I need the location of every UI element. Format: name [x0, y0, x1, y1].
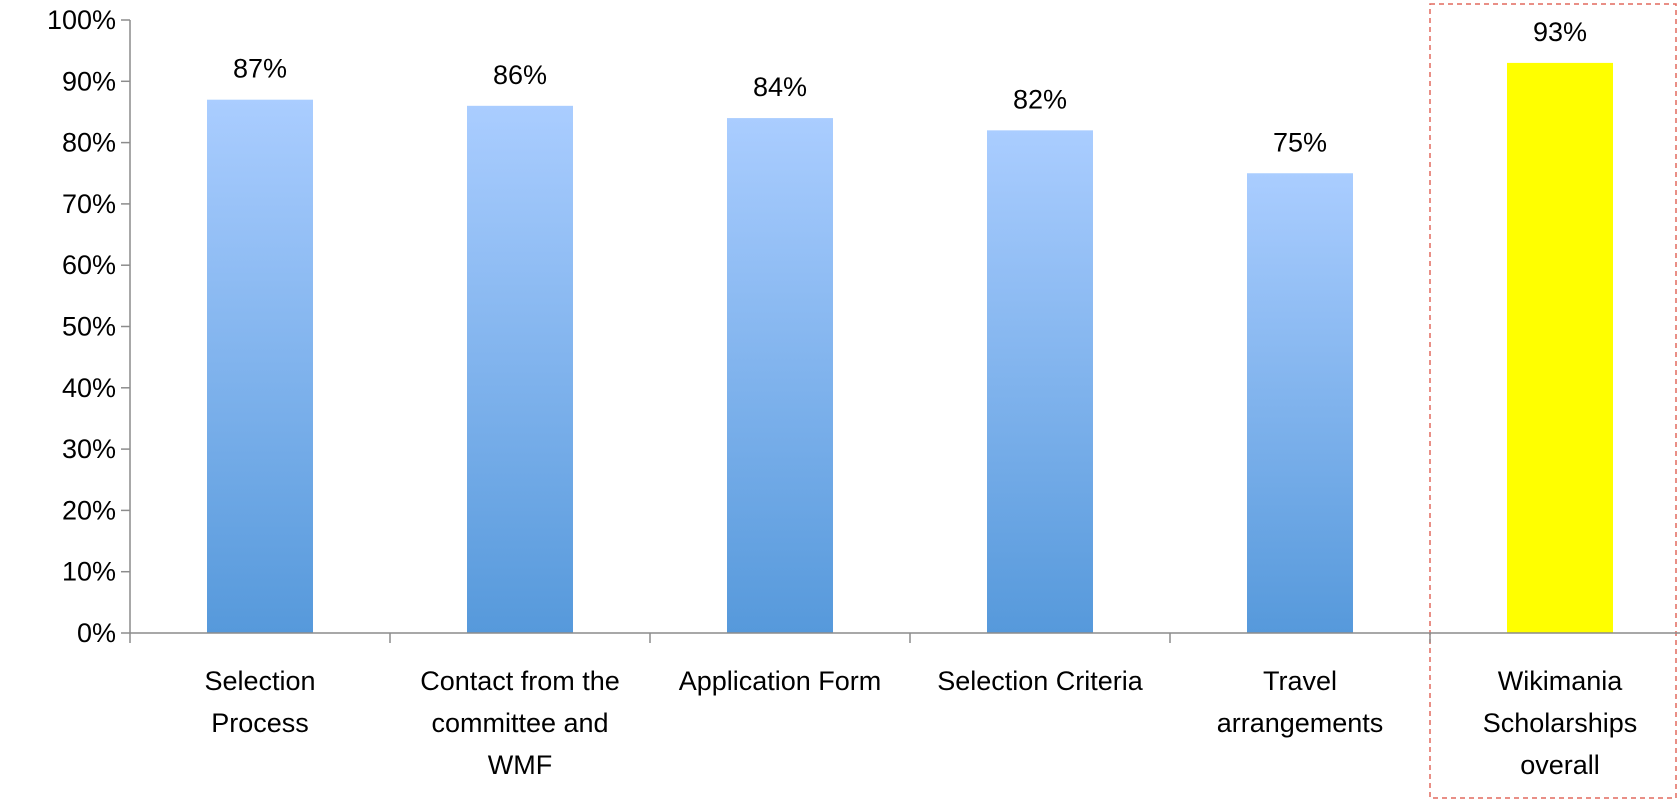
y-tick-label-6: 60%: [62, 250, 116, 280]
y-tick-label-5: 50%: [62, 312, 116, 342]
bar-6: [1507, 62, 1613, 634]
y-tick-label-9: 90%: [62, 66, 116, 96]
x-category-label-6: Wikimania Scholarships overall: [1483, 666, 1638, 780]
data-label-3: 84%: [753, 72, 807, 102]
y-tick-label-3: 30%: [62, 434, 116, 464]
labels-layer: 87% 86% 84% 82% 75% 93% 0% 10% 20% 30% 40% 50% 60% 70…: [47, 5, 1637, 780]
bar-1: [207, 99, 313, 633]
y-tick-label-4: 40%: [62, 373, 116, 403]
y-tick-label-10: 100%: [47, 5, 116, 35]
bar-3: [727, 118, 833, 633]
bar-5: [1247, 173, 1353, 633]
x-category-label-1: Selection Process: [204, 666, 315, 738]
y-tick-label-8: 80%: [62, 128, 116, 158]
highlight-box: [1429, 3, 1677, 799]
bar-4: [987, 130, 1093, 633]
x-category-label-5: Travel arrangements: [1217, 666, 1384, 738]
axes-layer: [121, 19, 1680, 643]
data-label-6: 93%: [1533, 17, 1587, 47]
data-label-2: 86%: [493, 60, 547, 90]
data-label-4: 82%: [1013, 84, 1067, 114]
bars-layer: [207, 62, 1613, 634]
x-category-label-3: Application Form: [679, 666, 882, 696]
x-category-label-4: Selection Criteria: [937, 666, 1144, 696]
y-tick-label-0: 0%: [77, 618, 116, 648]
y-tick-label-2: 20%: [62, 495, 116, 525]
highlight-layer: [1429, 3, 1677, 799]
x-category-label-2: Contact from the committee and WMF: [420, 666, 620, 780]
bar-2: [467, 105, 573, 633]
y-tick-label-7: 70%: [62, 189, 116, 219]
data-label-5: 75%: [1273, 127, 1327, 157]
y-tick-label-1: 10%: [62, 557, 116, 587]
data-label-1: 87%: [233, 54, 287, 84]
